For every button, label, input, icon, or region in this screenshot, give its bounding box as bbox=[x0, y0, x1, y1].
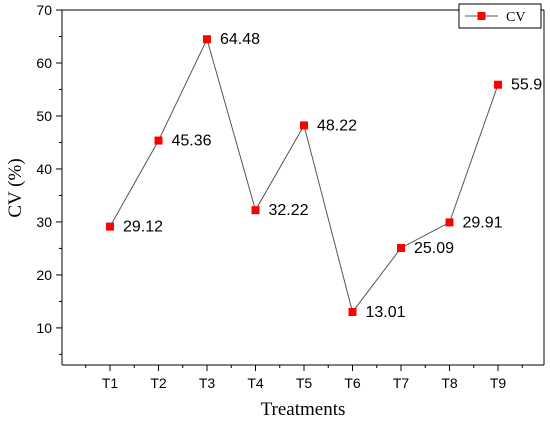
data-point-marker bbox=[154, 136, 163, 145]
data-point-marker bbox=[251, 206, 260, 215]
data-point-marker bbox=[397, 243, 405, 252]
x-tick-label: T4 bbox=[247, 375, 264, 391]
x-tick-label: T3 bbox=[199, 375, 216, 391]
y-tick-label: 30 bbox=[36, 214, 52, 230]
data-point-label: 45.36 bbox=[172, 133, 212, 150]
x-tick-label: T1 bbox=[102, 375, 119, 391]
y-tick-label: 50 bbox=[36, 108, 52, 124]
y-tick-label: 10 bbox=[36, 320, 52, 336]
data-point-marker bbox=[494, 80, 502, 89]
y-tick-label: 20 bbox=[36, 267, 52, 283]
data-point-label: 48.22 bbox=[317, 117, 357, 134]
series-markers bbox=[106, 35, 502, 316]
data-point-label: 64.48 bbox=[220, 31, 260, 48]
x-tick-label: T5 bbox=[296, 375, 313, 391]
y-axis-title: CV (%) bbox=[5, 158, 26, 217]
y-axis-ticks: 10 20 30 40 50 60 70 bbox=[36, 2, 62, 355]
x-tick-label: T7 bbox=[393, 375, 410, 391]
x-tick-label: T6 bbox=[344, 375, 361, 391]
x-axis-ticks: T1 T2 T3 T4 T5 T6 T7 T8 T9 bbox=[85, 365, 523, 391]
data-labels: 29.12 45.36 64.48 32.22 48.22 13.01 25.09 29.91… bbox=[123, 31, 542, 321]
series-line-group bbox=[109, 37, 499, 314]
data-point-label: 32.22 bbox=[269, 202, 309, 219]
data-point-label: 25.09 bbox=[414, 240, 454, 257]
data-point-marker bbox=[300, 121, 308, 130]
legend: CV bbox=[458, 3, 542, 29]
data-point-marker bbox=[203, 35, 211, 44]
legend-marker bbox=[477, 12, 486, 20]
series-line-cv bbox=[109, 37, 499, 314]
x-tick-label: T8 bbox=[441, 375, 458, 391]
data-point-label: 29.12 bbox=[123, 219, 163, 236]
legend-label: CV bbox=[506, 10, 525, 25]
x-tick-label: T2 bbox=[150, 375, 167, 391]
data-point-label: 55.9 bbox=[511, 77, 542, 94]
x-tick-label: T9 bbox=[490, 375, 507, 391]
plot-frame bbox=[61, 9, 545, 366]
data-point-label: 13.01 bbox=[366, 304, 406, 321]
x-axis-title: Treatments bbox=[261, 399, 346, 420]
data-point-marker bbox=[445, 218, 454, 227]
data-point-label: 29.91 bbox=[463, 214, 503, 231]
y-tick-label: 40 bbox=[36, 161, 52, 177]
y-tick-label: 60 bbox=[36, 55, 52, 71]
y-tick-label: 70 bbox=[36, 2, 52, 18]
data-point-marker bbox=[348, 307, 357, 316]
data-point-marker bbox=[106, 222, 114, 231]
